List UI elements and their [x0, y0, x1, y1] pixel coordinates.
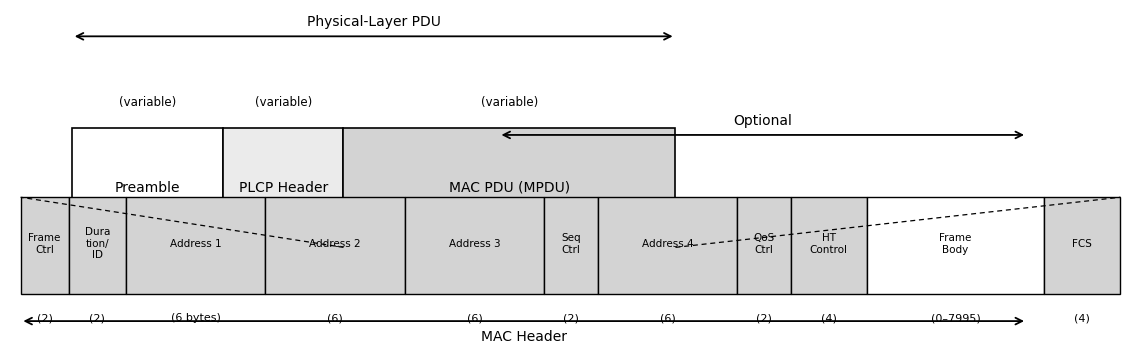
- Text: (2): (2): [756, 313, 772, 323]
- Text: (4): (4): [1075, 313, 1091, 323]
- Text: Address 2: Address 2: [309, 239, 361, 249]
- Text: FCS: FCS: [1073, 239, 1092, 249]
- Text: HT
Control: HT Control: [810, 233, 848, 255]
- Text: Seq
Ctrl: Seq Ctrl: [561, 233, 581, 255]
- Text: Address 1: Address 1: [170, 239, 221, 249]
- Text: (variable): (variable): [480, 96, 539, 109]
- Text: Preamble: Preamble: [114, 181, 180, 195]
- Text: Frame
Body: Frame Body: [939, 233, 972, 255]
- Text: (variable): (variable): [254, 96, 311, 109]
- Bar: [72, 128, 222, 247]
- Text: (4): (4): [820, 313, 836, 323]
- Bar: [343, 128, 675, 247]
- Bar: [867, 197, 1044, 294]
- Text: (6): (6): [327, 313, 343, 323]
- Bar: [126, 197, 266, 294]
- Bar: [21, 197, 68, 294]
- Bar: [222, 128, 343, 247]
- Text: (2): (2): [37, 313, 52, 323]
- Text: Address 4: Address 4: [641, 239, 694, 249]
- Bar: [544, 197, 598, 294]
- Text: Frame
Ctrl: Frame Ctrl: [29, 233, 60, 255]
- Text: (variable): (variable): [119, 96, 176, 109]
- Text: Physical-Layer PDU: Physical-Layer PDU: [307, 16, 440, 29]
- Text: PLCP Header: PLCP Header: [238, 181, 327, 195]
- Text: (6): (6): [659, 313, 675, 323]
- Text: Dura
tion/
ID: Dura tion/ ID: [84, 227, 110, 260]
- Text: Address 3: Address 3: [448, 239, 501, 249]
- Text: (6 bytes): (6 bytes): [171, 313, 220, 323]
- Bar: [1044, 197, 1120, 294]
- Bar: [266, 197, 405, 294]
- Bar: [68, 197, 126, 294]
- Bar: [405, 197, 544, 294]
- Text: Optional: Optional: [734, 114, 792, 128]
- Bar: [737, 197, 791, 294]
- Text: (2): (2): [89, 313, 105, 323]
- Text: (0–7995): (0–7995): [931, 313, 980, 323]
- Bar: [598, 197, 737, 294]
- Text: QoS
Ctrl: QoS Ctrl: [753, 233, 775, 255]
- Text: (2): (2): [564, 313, 580, 323]
- Text: MAC PDU (MPDU): MAC PDU (MPDU): [448, 181, 570, 195]
- Bar: [791, 197, 867, 294]
- Text: MAC Header: MAC Header: [480, 330, 567, 344]
- Text: (6): (6): [467, 313, 483, 323]
